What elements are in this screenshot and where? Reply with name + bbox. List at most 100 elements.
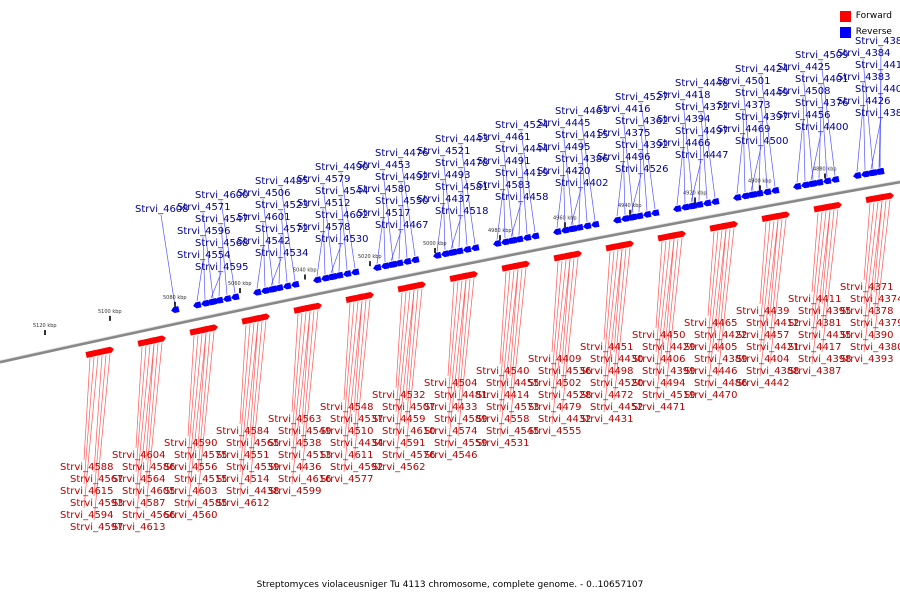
forward-gene-label[interactable]: Strvi_4494 xyxy=(632,378,686,389)
reverse-gene-arrow[interactable] xyxy=(312,276,322,284)
reverse-gene-arrow[interactable] xyxy=(252,288,262,297)
forward-gene-label[interactable]: Strvi_4558 xyxy=(476,414,530,425)
reverse-gene-label[interactable]: Strvi_4600 xyxy=(195,190,249,201)
forward-gene-arrow[interactable] xyxy=(157,335,166,343)
forward-gene-label[interactable]: Strvi_4479 xyxy=(528,402,582,413)
forward-gene-arrow[interactable] xyxy=(729,221,739,228)
reverse-gene-arrow[interactable] xyxy=(703,199,712,207)
forward-gene-label[interactable]: Strvi_4450 xyxy=(632,330,686,341)
reverse-gene-label[interactable]: Strvi_4578 xyxy=(297,222,351,233)
forward-gene-label[interactable]: Strvi_4504 xyxy=(424,378,478,389)
forward-gene-label[interactable]: Strvi_4590 xyxy=(164,438,218,449)
forward-gene-arrow[interactable] xyxy=(469,270,478,278)
forward-gene-label[interactable]: Strvi_4412 xyxy=(746,318,800,329)
forward-gene-label[interactable]: Strvi_4446 xyxy=(684,366,738,377)
forward-gene-label[interactable]: Strvi_4406 xyxy=(632,354,686,365)
reverse-gene-label[interactable]: Strvi_4512 xyxy=(297,198,351,209)
reverse-gene-arrow[interactable] xyxy=(793,182,802,190)
reverse-gene-label[interactable]: Strvi_4382 xyxy=(855,108,900,119)
reverse-gene-arrow[interactable] xyxy=(410,256,420,264)
forward-gene-arrow[interactable] xyxy=(305,304,314,312)
reverse-gene-label[interactable]: Strvi_4402 xyxy=(555,178,609,189)
reverse-gene-label[interactable]: Strvi_4376 xyxy=(795,98,849,109)
forward-gene-label[interactable]: Strvi_4589 xyxy=(434,414,488,425)
reverse-gene-label[interactable]: Strvi_4443 xyxy=(435,134,489,145)
forward-gene-label[interactable]: Strvi_4486 xyxy=(694,378,748,389)
reverse-gene-arrow[interactable] xyxy=(386,261,396,269)
reverse-gene-label[interactable]: Strvi_4542 xyxy=(237,236,291,247)
forward-gene-label[interactable]: Strvi_4591 xyxy=(372,438,426,449)
forward-gene-label[interactable]: Strvi_4433 xyxy=(424,402,478,413)
reverse-gene-label[interactable]: Strvi_4403 xyxy=(855,84,900,95)
reverse-gene-arrow[interactable] xyxy=(282,282,292,291)
forward-gene-label[interactable]: Strvi_4421 xyxy=(746,342,800,353)
forward-gene-label[interactable]: Strvi_4612 xyxy=(216,498,270,509)
reverse-gene-label[interactable]: Strvi_4401 xyxy=(795,74,849,85)
forward-gene-label[interactable]: Strvi_4430 xyxy=(590,354,644,365)
forward-gene-label[interactable]: Strvi_4457 xyxy=(736,330,790,341)
reverse-gene-label[interactable]: Strvi_4523 xyxy=(255,200,309,211)
reverse-gene-label[interactable]: Strvi_4478 xyxy=(435,158,489,169)
forward-gene-label[interactable]: Strvi_4409 xyxy=(528,354,582,365)
forward-gene-label[interactable]: Strvi_4414 xyxy=(476,390,530,401)
forward-gene-label[interactable]: Strvi_4405 xyxy=(684,342,738,353)
forward-gene-label[interactable]: Strvi_4538 xyxy=(268,438,322,449)
reverse-gene-arrow[interactable] xyxy=(462,245,472,253)
reverse-gene-label[interactable]: Strvi_4362 xyxy=(615,116,669,127)
reverse-gene-label[interactable]: Strvi_4544 xyxy=(315,186,369,197)
reverse-gene-label[interactable]: Strvi_4456 xyxy=(777,110,831,121)
reverse-gene-arrow[interactable] xyxy=(763,188,772,196)
forward-gene-arrow[interactable] xyxy=(773,212,783,220)
reverse-gene-arrow[interactable] xyxy=(530,232,540,240)
forward-gene-arrow[interactable] xyxy=(573,250,583,258)
reverse-gene-arrow[interactable] xyxy=(613,216,622,224)
forward-gene-label[interactable]: Strvi_4510 xyxy=(320,426,374,437)
reverse-gene-label[interactable]: Strvi_4518 xyxy=(435,206,489,217)
forward-gene-arrow[interactable] xyxy=(313,302,322,310)
forward-gene-label[interactable]: Strvi_4559 xyxy=(434,438,488,449)
reverse-gene-label[interactable]: Strvi_4568 xyxy=(195,238,249,249)
reverse-gene-label[interactable]: Strvi_4526 xyxy=(615,164,669,175)
forward-gene-label[interactable]: Strvi_4465 xyxy=(684,318,738,329)
reverse-gene-arrow[interactable] xyxy=(372,263,382,271)
forward-gene-label[interactable]: Strvi_4452 xyxy=(590,402,644,413)
forward-gene-label[interactable]: Strvi_4404 xyxy=(736,354,790,365)
reverse-gene-label[interactable]: Strvi_4372 xyxy=(675,102,729,113)
forward-gene-label[interactable]: Strvi_4371 xyxy=(840,282,894,293)
reverse-gene-arrow[interactable] xyxy=(741,192,750,200)
reverse-gene-arrow[interactable] xyxy=(394,259,404,267)
reverse-gene-arrow[interactable] xyxy=(651,209,660,217)
reverse-gene-label[interactable]: Strvi_4581 xyxy=(435,182,489,193)
reverse-gene-arrow[interactable] xyxy=(635,212,644,220)
forward-gene-arrow[interactable] xyxy=(565,252,575,260)
forward-gene-label[interactable]: Strvi_4388 xyxy=(746,366,800,377)
forward-gene-label[interactable]: Strvi_4471 xyxy=(632,402,686,413)
forward-gene-label[interactable]: Strvi_4604 xyxy=(112,450,166,461)
reverse-gene-arrow[interactable] xyxy=(711,198,720,205)
forward-gene-label[interactable]: Strvi_4551 xyxy=(216,450,270,461)
forward-gene-label[interactable]: Strvi_4472 xyxy=(580,390,634,401)
reverse-gene-arrow[interactable] xyxy=(192,301,202,309)
reverse-gene-label[interactable]: Strvi_4572 xyxy=(255,224,309,235)
reverse-gene-arrow[interactable] xyxy=(380,262,390,270)
reverse-gene-arrow[interactable] xyxy=(342,270,352,278)
forward-gene-label[interactable]: Strvi_4390 xyxy=(840,330,894,341)
reverse-gene-label[interactable]: Strvi_4534 xyxy=(255,248,309,259)
reverse-gene-arrow[interactable] xyxy=(230,293,240,301)
forward-gene-label[interactable]: Strvi_4432 xyxy=(538,414,592,425)
reverse-gene-label[interactable]: Strvi_4444 xyxy=(495,144,549,155)
forward-gene-label[interactable]: Strvi_4459 xyxy=(372,414,426,425)
reverse-gene-arrow[interactable] xyxy=(506,237,516,245)
reverse-gene-label[interactable]: Strvi_4521 xyxy=(417,146,471,157)
forward-gene-arrow[interactable] xyxy=(201,326,210,334)
forward-gene-arrow[interactable] xyxy=(825,203,835,211)
forward-gene-label[interactable]: Strvi_4531 xyxy=(476,438,530,449)
reverse-gene-arrow[interactable] xyxy=(861,170,870,178)
reverse-gene-arrow[interactable] xyxy=(326,273,336,281)
forward-gene-label[interactable]: Strvi_4592 xyxy=(330,462,384,473)
forward-gene-label[interactable]: Strvi_4555 xyxy=(528,426,582,437)
forward-gene-label[interactable]: Strvi_4513 xyxy=(278,450,332,461)
reverse-gene-arrow[interactable] xyxy=(627,213,636,221)
forward-gene-label[interactable]: Strvi_4431 xyxy=(580,414,634,425)
forward-gene-arrow[interactable] xyxy=(365,291,374,299)
